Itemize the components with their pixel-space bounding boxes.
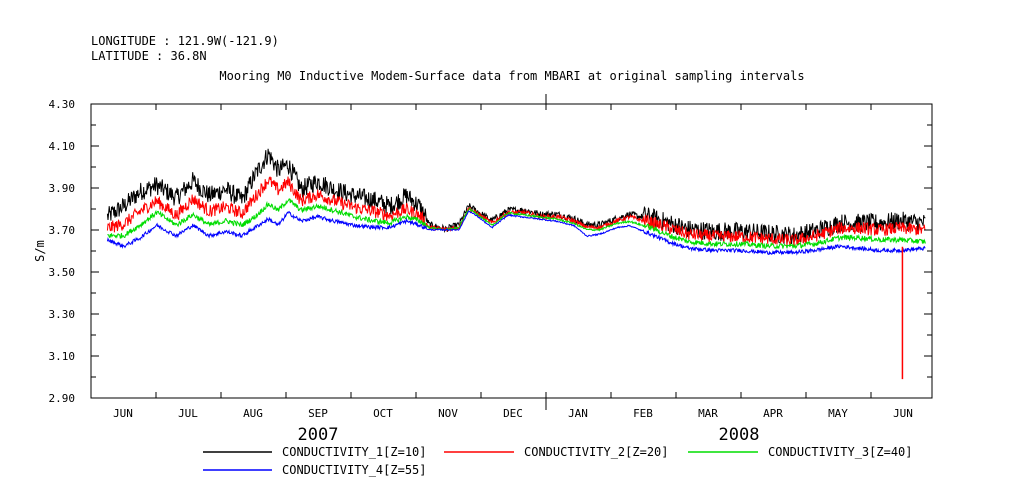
year-label-2008: 2008 [719, 425, 760, 445]
x-month-label: SEP [308, 407, 328, 420]
series-line-1 [106, 148, 926, 245]
latitude-label: LATITUDE : 36.8N [91, 49, 207, 63]
legend-label-3: CONDUCTIVITY_3[Z=40] [768, 445, 913, 459]
y-tick-label: 3.10 [49, 350, 76, 363]
series-line-4 [106, 210, 926, 256]
y-tick-label: 3.90 [49, 182, 76, 195]
x-month-label: MAY [828, 407, 848, 420]
x-month-labels: JUN JUL AUG SEP OCT NOV DEC JAN FEB MAR APR MAY JUN [113, 407, 913, 420]
x-month-label: JAN [568, 407, 588, 420]
y-tick-label: 3.70 [49, 224, 76, 237]
y-axis-label: S/m [33, 240, 47, 262]
series-line-3 [107, 198, 926, 250]
x-month-label: MAR [698, 407, 718, 420]
y-tick-label: 4.10 [49, 140, 76, 153]
x-month-label: APR [763, 407, 783, 420]
y-tick-label: 3.50 [49, 266, 76, 279]
series-layer [106, 148, 926, 256]
x-month-label: NOV [438, 407, 458, 420]
series-line-2 [106, 176, 926, 247]
legend: CONDUCTIVITY_1[Z=10] CONDUCTIVITY_2[Z=20]… [203, 445, 913, 477]
legend-label-2: CONDUCTIVITY_2[Z=20] [524, 445, 669, 459]
x-month-label: OCT [373, 407, 393, 420]
legend-label-4: CONDUCTIVITY_4[Z=55] [282, 463, 427, 477]
legend-label-1: CONDUCTIVITY_1[Z=10] [282, 445, 427, 459]
x-month-label: JUN [113, 407, 133, 420]
y-tick-label: 3.30 [49, 308, 76, 321]
x-month-label: DEC [503, 407, 523, 420]
y-tick-labels: 2.90 3.10 3.30 3.50 3.70 3.90 4.10 4.30 [49, 98, 76, 405]
y-tick-label: 4.30 [49, 98, 76, 111]
longitude-label: LONGITUDE : 121.9W(-121.9) [91, 34, 279, 48]
x-month-label: FEB [633, 407, 653, 420]
x-month-label: JUL [178, 407, 198, 420]
ticks-layer [90, 94, 932, 410]
x-month-label: JUN [893, 407, 913, 420]
year-label-2007: 2007 [298, 425, 339, 445]
y-tick-label: 2.90 [49, 392, 76, 405]
chart-title: Mooring M0 Inductive Modem-Surface data … [219, 69, 804, 83]
x-month-label: AUG [243, 407, 263, 420]
